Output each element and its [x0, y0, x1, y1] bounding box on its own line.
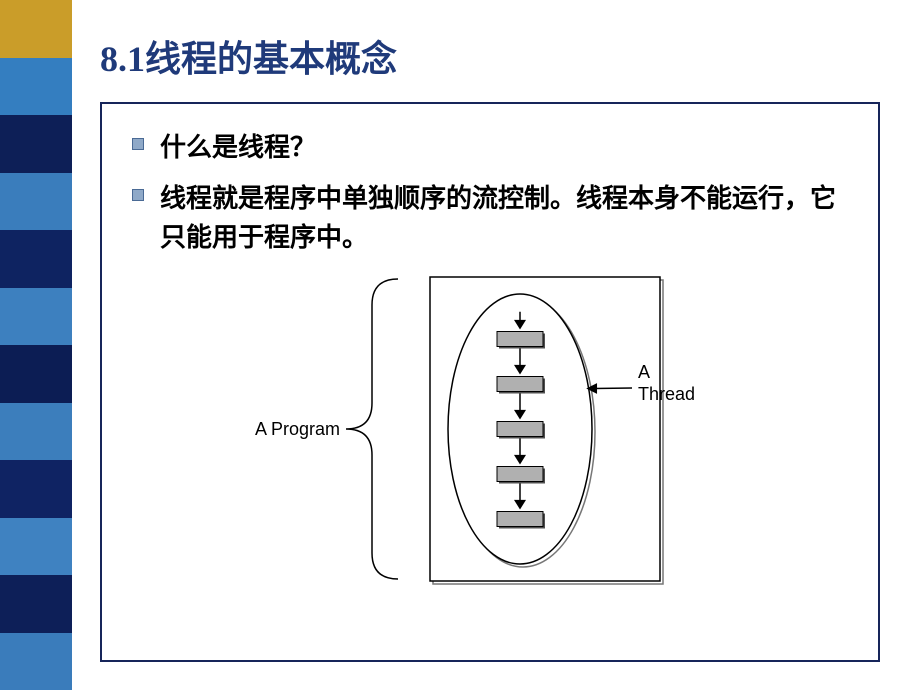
bullet-item: 线程就是程序中单独顺序的流控制。线程本身不能运行，它只能用于程序中。 — [132, 179, 848, 257]
thread-diagram: A Program AThread — [250, 269, 730, 599]
sidebar-decoration — [0, 0, 72, 690]
sidebar-block — [0, 633, 72, 690]
sidebar-block — [0, 460, 72, 518]
body-box: 什么是线程？ 线程就是程序中单独顺序的流控制。线程本身不能运行，它只能用于程序中… — [100, 102, 880, 662]
diagram-container: A Program AThread — [132, 269, 848, 599]
slide-title: 8.1线程的基本概念 — [100, 30, 900, 82]
svg-text:A Program: A Program — [255, 419, 340, 439]
sidebar-block — [0, 0, 72, 58]
bullet-icon — [132, 189, 144, 201]
sidebar-block — [0, 575, 72, 633]
svg-text:A: A — [638, 362, 650, 382]
svg-text:Thread: Thread — [638, 384, 695, 404]
sidebar-block — [0, 403, 72, 461]
sidebar-block — [0, 58, 72, 116]
sidebar-block — [0, 518, 72, 576]
bullet-text-1: 什么是线程？ — [160, 128, 316, 167]
sidebar-block — [0, 345, 72, 403]
sidebar-block — [0, 288, 72, 346]
slide-content: 8.1线程的基本概念 什么是线程？ 线程就是程序中单独顺序的流控制。线程本身不能… — [100, 30, 900, 662]
bullet-item: 什么是线程？ — [132, 128, 848, 167]
sidebar-block — [0, 230, 72, 288]
sidebar-block — [0, 115, 72, 173]
bullet-text-2: 线程就是程序中单独顺序的流控制。线程本身不能运行，它只能用于程序中。 — [160, 179, 848, 257]
bullet-icon — [132, 138, 144, 150]
sidebar-block — [0, 173, 72, 231]
